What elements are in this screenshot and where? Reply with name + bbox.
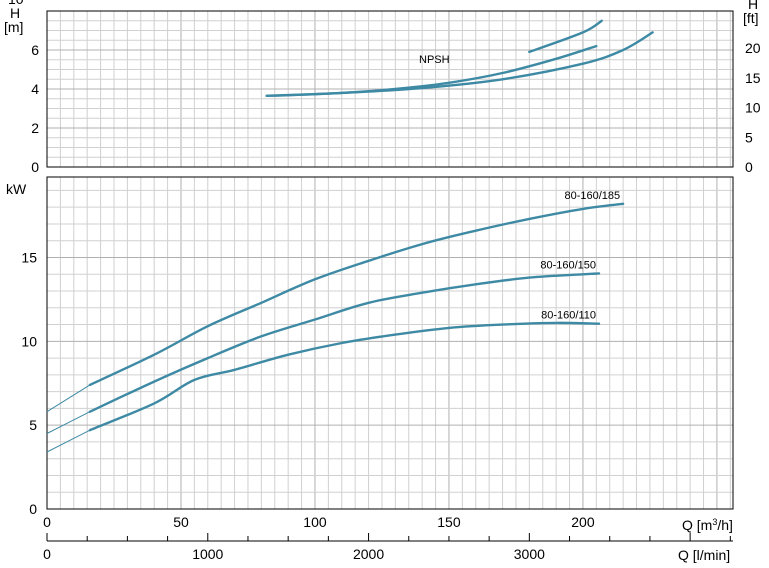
npsh-y-unit-right-ft: [ft]: [743, 10, 759, 26]
npsh-curve-3: [528, 19, 603, 54]
npsh-y-tick-left: 2: [31, 120, 39, 136]
power-y-tick: 15: [21, 249, 37, 265]
power-curve-80-160/185: [88, 202, 625, 387]
npsh-y-tick-right: 5: [745, 129, 753, 145]
labels: 10 H [m] H [ft] NPSH kW Q [m3/h] Q [l/mi…: [4, 0, 759, 563]
lmin-x-tick: 1000: [192, 546, 223, 562]
m3h-x-tick: 0: [43, 514, 51, 530]
power-extrapolation-1: [46, 384, 91, 413]
grid: [47, 11, 733, 509]
npsh-y-tick-left: 6: [31, 42, 39, 58]
npsh-y-tick-left: 0: [31, 159, 39, 175]
lmin-x-tick: 2000: [353, 546, 384, 562]
npsh-y-tick-left: 4: [31, 81, 39, 97]
x-axis-label-lmin: Q [l/min]: [678, 547, 730, 563]
power-curve-80-160/110: [88, 321, 601, 432]
npsh-curve-label: NPSH: [419, 54, 450, 66]
lmin-x-tick: 3000: [514, 546, 545, 562]
npsh-y-tick-right: 0: [745, 159, 753, 175]
power-y-tick: 10: [21, 333, 37, 349]
m3h-x-tick: 100: [303, 514, 327, 530]
npsh-y-unit-left-m: [m]: [4, 19, 23, 35]
power-y-tick: 5: [29, 417, 37, 433]
power-curve-label: 80-160/185: [564, 190, 620, 202]
power-curve-80-160/150: [88, 272, 601, 413]
m3h-x-tick: 150: [437, 514, 461, 530]
power-panel-frame: [46, 176, 734, 510]
power-y-unit: kW: [6, 181, 27, 197]
power-curve-label: 80-160/110: [541, 310, 596, 322]
x-axis-label-m3h: Q [m3/h]: [682, 517, 733, 533]
npsh-panel-frame: [46, 10, 734, 168]
power-curve-label: 80-160/150: [540, 259, 596, 271]
npsh-y-unit-left-h: H: [10, 5, 20, 21]
npsh-y-tick-right: 10: [745, 100, 761, 116]
npsh-curve-2: [265, 31, 654, 97]
power-y-tick: 0: [29, 501, 37, 517]
lmin-x-tick: 0: [43, 546, 51, 562]
m3h-x-tick: 50: [173, 514, 189, 530]
npsh-y-tick-right: 20: [745, 40, 761, 56]
npsh-y-unit-right-h: H: [748, 0, 758, 12]
curves: [46, 19, 654, 453]
npsh-top-cut-label: 10: [8, 0, 24, 7]
m3h-x-tick: 200: [571, 514, 595, 530]
power-extrapolation-3: [46, 429, 91, 453]
npsh-y-tick-right: 15: [745, 70, 761, 86]
plot-frames: [46, 10, 734, 542]
power-extrapolation-2: [46, 411, 91, 434]
